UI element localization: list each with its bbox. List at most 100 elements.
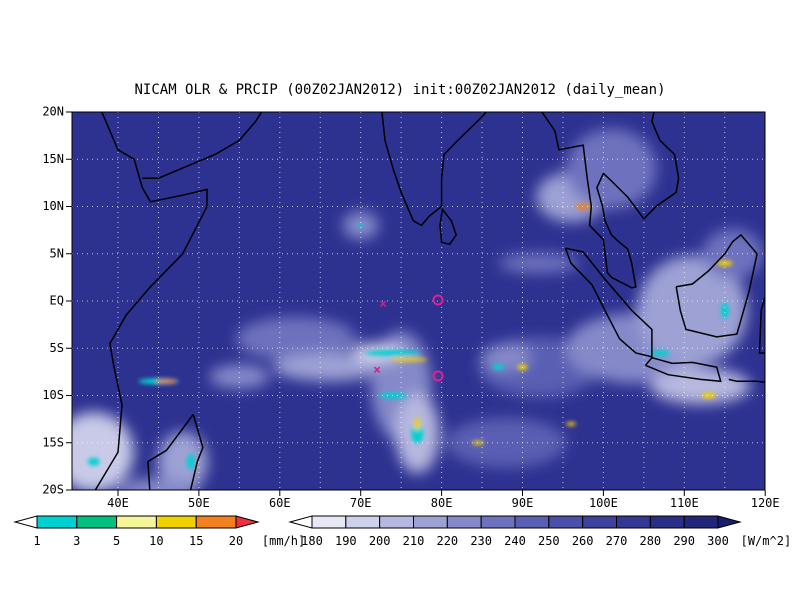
colorbar-box: [379, 515, 414, 529]
coastline: [94, 112, 208, 490]
colorbar-box: [514, 515, 550, 529]
colorbar-label: 270: [606, 534, 628, 548]
colorbar-box: [413, 515, 448, 529]
lat-label: 5S: [50, 341, 64, 355]
colorbar-box: [683, 515, 719, 529]
lon-label: 110E: [670, 496, 699, 510]
colorbar-box: [195, 515, 237, 529]
precip: [720, 302, 729, 319]
map-field: × ×: [72, 112, 765, 490]
colorbar-box: [582, 515, 618, 529]
coastline: [644, 356, 722, 383]
colorbar-box: [649, 515, 685, 529]
precip: [566, 421, 577, 426]
colorbar-unit: [mm/h]: [262, 534, 305, 548]
lon-label: 120E: [751, 496, 780, 510]
colorbar-label: 300: [707, 534, 729, 548]
colorbar-label: 240: [504, 534, 526, 548]
colorbar-label: 15: [189, 534, 203, 548]
precip: [379, 392, 408, 399]
coastline: [564, 247, 653, 358]
lat-label: 15N: [42, 152, 64, 166]
colorbar-arrow: [717, 515, 742, 529]
axes: 20N 15N 10N 5N EQ 5S 10S 15S 20S 40E 50E 60E 70E 80E 9…: [42, 105, 779, 511]
colorbar-box: [548, 515, 584, 529]
colorbar-label: 3: [73, 534, 80, 548]
colorbar-box: [616, 515, 651, 529]
coastline: [675, 233, 758, 338]
colorbar-arrow: [235, 515, 260, 529]
precip: [414, 417, 421, 430]
lon-label: 100E: [589, 496, 618, 510]
colorbar-box: [36, 515, 78, 529]
lat-label: EQ: [50, 294, 64, 308]
coastlines: [94, 112, 765, 490]
coastline: [439, 207, 458, 246]
precip: [701, 392, 716, 399]
colorbar-arrow: [288, 515, 313, 529]
lon-label: 70E: [350, 496, 372, 510]
grid: [72, 112, 765, 490]
cloud: [273, 353, 384, 382]
cloud: [498, 253, 579, 274]
marker-circle: [432, 294, 444, 306]
lon-label: 50E: [188, 496, 210, 510]
map-title: NICAM OLR & PRCIP (00Z02JAN2012) init:00…: [134, 82, 665, 98]
lon-label: 60E: [269, 496, 291, 510]
cloud: [637, 255, 748, 366]
colorbar-label: 220: [436, 534, 458, 548]
precip: [575, 203, 592, 210]
colorbar-box: [76, 515, 118, 529]
precip: [357, 223, 364, 228]
coastline: [758, 295, 765, 354]
coastline: [541, 112, 680, 289]
colorbar-label: 20: [229, 534, 243, 548]
colorbar-box: [345, 515, 381, 529]
colorbar-arrow: [13, 515, 38, 529]
precip: [391, 357, 428, 362]
colorbar-label: 210: [403, 534, 425, 548]
colorbar-box: [155, 515, 197, 529]
precip: [472, 440, 485, 445]
cloud: [650, 368, 751, 405]
lat-label: 5N: [50, 246, 64, 260]
colorbar-box: [480, 515, 516, 529]
precip: [411, 423, 424, 444]
colorbar-unit: [W/m^2]: [741, 534, 792, 548]
colorbar-label: 230: [470, 534, 492, 548]
lon-label: 40E: [107, 496, 129, 510]
cloud: [235, 316, 356, 361]
colorbar-label: 190: [335, 534, 357, 548]
precip-field: [87, 203, 733, 470]
precip: [87, 457, 100, 466]
colorbar-box: [116, 515, 157, 529]
colorbar-label: 1: [33, 534, 40, 548]
colorbar-label: 280: [639, 534, 661, 548]
cloud: [481, 343, 532, 372]
lat-label: 20N: [42, 105, 64, 119]
precip: [186, 453, 195, 470]
lat-label: 10S: [42, 388, 64, 402]
cloud: [72, 412, 134, 490]
colorbar-label: 200: [369, 534, 391, 548]
cloud: [566, 128, 657, 209]
colorbar-box: [311, 515, 347, 529]
lat-label: 15S: [42, 435, 64, 449]
lon-label: 80E: [431, 496, 453, 510]
coastline: [381, 112, 488, 227]
colorbar-label: 5: [113, 534, 120, 548]
precip: [492, 364, 505, 371]
markers: × ×: [373, 294, 444, 382]
marker-x: ×: [379, 297, 387, 312]
colorbars: 1 3 5 10 15 20 [mm/h]180 190 200 210 220 230 240 250 2…: [13, 515, 792, 548]
precip: [716, 260, 733, 267]
cloud: [209, 364, 270, 389]
coastline: [147, 413, 204, 490]
colorbar-label: 260: [572, 534, 594, 548]
coastline: [142, 112, 263, 179]
marker-circle: [432, 370, 444, 382]
precip: [365, 349, 422, 356]
coastline: [728, 378, 765, 383]
colorbar-label: 180: [301, 534, 323, 548]
